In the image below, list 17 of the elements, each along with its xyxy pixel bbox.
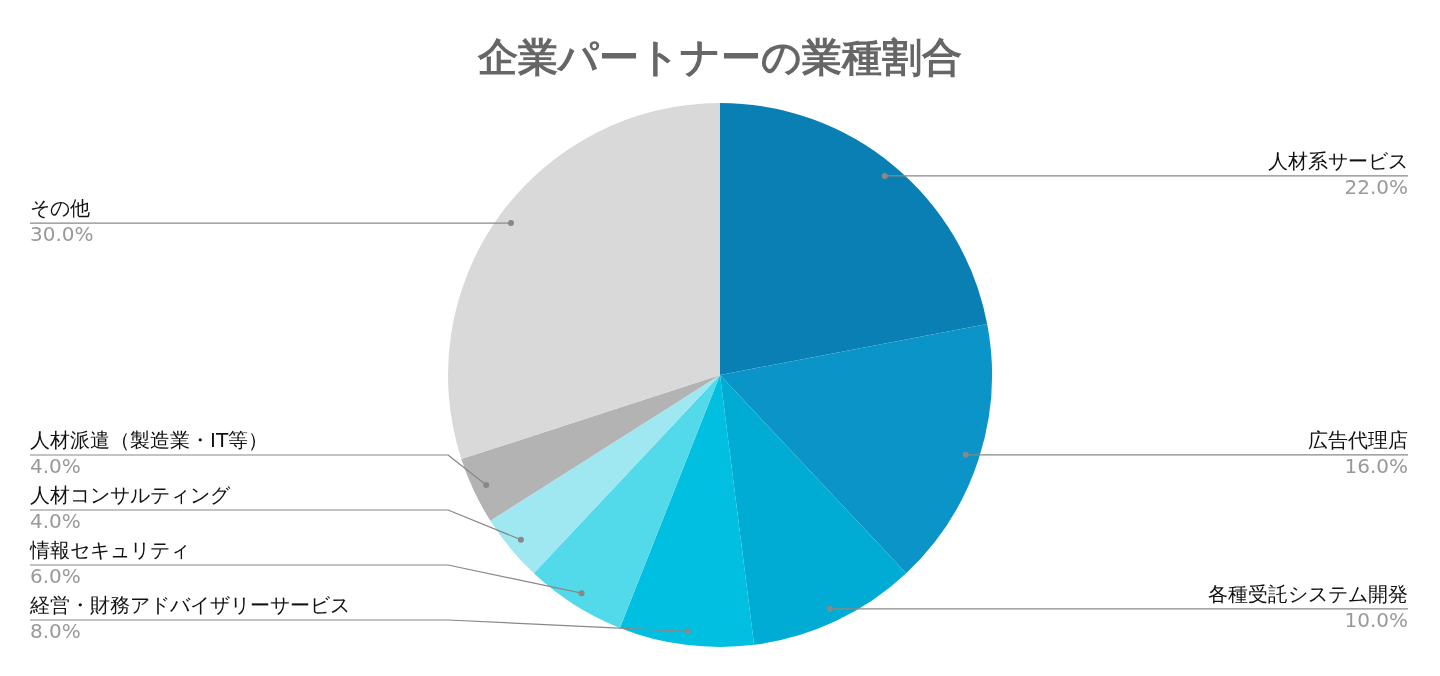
data-label: 8.0% bbox=[30, 619, 81, 644]
slice-label: 人材派遣（製造業・IT等） bbox=[30, 428, 269, 453]
slice-label: 人材コンサルティング bbox=[30, 483, 231, 508]
data-label: 22.0% bbox=[1344, 175, 1408, 200]
slice-label: 各種受託システム開発 bbox=[1208, 582, 1408, 607]
data-label: 10.0% bbox=[1344, 608, 1408, 633]
data-label: 30.0% bbox=[30, 222, 94, 247]
slice-label: 情報セキュリティ bbox=[29, 538, 190, 563]
data-label: 6.0% bbox=[30, 564, 81, 589]
slice-label: 経営・財務アドバイザリーサービス bbox=[29, 593, 350, 618]
slice-label: 人材系サービス bbox=[1268, 149, 1408, 174]
slice-label: 広告代理店 bbox=[1308, 428, 1408, 453]
data-label: 16.0% bbox=[1344, 454, 1408, 479]
chart-title: 企業パートナーの業種割合 bbox=[477, 34, 962, 81]
data-label: 4.0% bbox=[30, 454, 81, 479]
data-label: 4.0% bbox=[30, 509, 81, 534]
slice-label: その他 bbox=[30, 196, 90, 221]
